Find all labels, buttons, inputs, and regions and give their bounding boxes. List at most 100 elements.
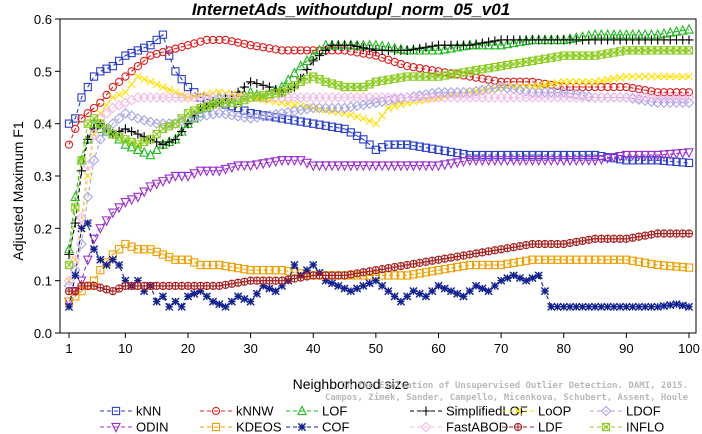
data-point bbox=[119, 107, 131, 119]
data-point bbox=[596, 155, 607, 166]
data-point bbox=[465, 287, 474, 296]
x-tick-label: 50 bbox=[369, 341, 383, 356]
data-point bbox=[152, 49, 161, 59]
data-point bbox=[471, 281, 481, 290]
y-tick-label: 0.0 bbox=[34, 326, 52, 341]
legend-label: FastABOD bbox=[446, 420, 508, 434]
data-point bbox=[609, 48, 618, 57]
data-point bbox=[616, 302, 625, 311]
data-point bbox=[96, 98, 105, 107]
data-point bbox=[64, 119, 74, 128]
data-point bbox=[615, 47, 625, 56]
data-point bbox=[176, 171, 187, 182]
data-point bbox=[371, 145, 381, 154]
data-point bbox=[120, 198, 131, 208]
data-point bbox=[415, 72, 424, 81]
data-point bbox=[628, 72, 637, 81]
data-point bbox=[258, 91, 268, 100]
data-point bbox=[139, 187, 150, 198]
data-point bbox=[484, 260, 493, 270]
data-point bbox=[591, 77, 600, 86]
data-point bbox=[113, 99, 125, 111]
data-point bbox=[101, 107, 112, 119]
data-point bbox=[597, 76, 606, 85]
data-point bbox=[628, 83, 637, 93]
data-point bbox=[584, 82, 593, 92]
data-point bbox=[257, 110, 269, 122]
data-point bbox=[309, 119, 318, 128]
data-point bbox=[321, 45, 331, 55]
data-point bbox=[121, 88, 130, 97]
data-point bbox=[165, 46, 174, 55]
data-point bbox=[496, 156, 507, 167]
data-point bbox=[414, 90, 426, 101]
data-point bbox=[622, 72, 631, 81]
data-point bbox=[666, 46, 675, 55]
data-point bbox=[464, 86, 476, 98]
data-point bbox=[603, 49, 612, 58]
data-point bbox=[471, 156, 482, 167]
data-point bbox=[245, 161, 256, 172]
legend-marker bbox=[514, 423, 522, 431]
data-point bbox=[240, 294, 249, 304]
data-point bbox=[515, 273, 525, 283]
data-point bbox=[289, 156, 300, 167]
data-point bbox=[302, 266, 312, 275]
data-point bbox=[221, 302, 230, 311]
data-point bbox=[69, 254, 81, 266]
data-point bbox=[240, 106, 249, 115]
data-point bbox=[590, 156, 601, 167]
data-point bbox=[158, 30, 168, 39]
legend-item-simplifiedlof: SimplifiedLOF bbox=[410, 404, 528, 419]
data-point bbox=[634, 156, 644, 165]
data-point bbox=[221, 98, 230, 107]
data-point bbox=[271, 89, 280, 98]
data-point bbox=[227, 37, 236, 46]
data-point bbox=[114, 245, 124, 254]
series-line bbox=[68, 86, 689, 287]
data-point bbox=[146, 51, 155, 60]
data-point bbox=[522, 276, 531, 285]
data-point bbox=[284, 267, 293, 276]
data-point bbox=[566, 77, 574, 86]
data-point bbox=[384, 140, 393, 149]
data-point bbox=[158, 83, 167, 92]
data-point bbox=[183, 255, 193, 264]
data-point bbox=[590, 302, 600, 311]
data-point bbox=[140, 75, 149, 84]
data-point bbox=[471, 260, 481, 270]
data-point bbox=[578, 51, 587, 60]
chart-title: InternetAds_withoutdupl_norm_05_v01 bbox=[191, 0, 511, 19]
data-point bbox=[553, 302, 562, 311]
data-point bbox=[583, 156, 594, 167]
data-point bbox=[371, 77, 381, 86]
data-point bbox=[652, 150, 663, 161]
data-point bbox=[102, 285, 111, 293]
series-odin bbox=[64, 148, 694, 308]
data-point bbox=[528, 77, 537, 86]
data-point bbox=[202, 260, 211, 270]
data-point bbox=[196, 260, 205, 270]
data-point bbox=[590, 150, 600, 160]
legend-label: LOF bbox=[322, 404, 347, 419]
data-point bbox=[420, 44, 431, 55]
data-point bbox=[615, 255, 625, 264]
data-point bbox=[102, 64, 111, 73]
data-point bbox=[89, 72, 99, 81]
data-point bbox=[207, 108, 219, 120]
data-point bbox=[427, 161, 438, 172]
data-point bbox=[296, 117, 305, 126]
data-point bbox=[403, 61, 412, 71]
data-point bbox=[534, 81, 543, 90]
data-point bbox=[220, 164, 231, 175]
data-point bbox=[634, 46, 644, 55]
data-point bbox=[215, 300, 224, 309]
data-point bbox=[96, 119, 105, 128]
data-point bbox=[421, 72, 431, 81]
data-point bbox=[622, 46, 631, 55]
data-point bbox=[246, 297, 255, 306]
data-point bbox=[71, 203, 80, 212]
data-point bbox=[352, 284, 362, 293]
data-point bbox=[327, 79, 337, 88]
data-point bbox=[471, 66, 481, 75]
